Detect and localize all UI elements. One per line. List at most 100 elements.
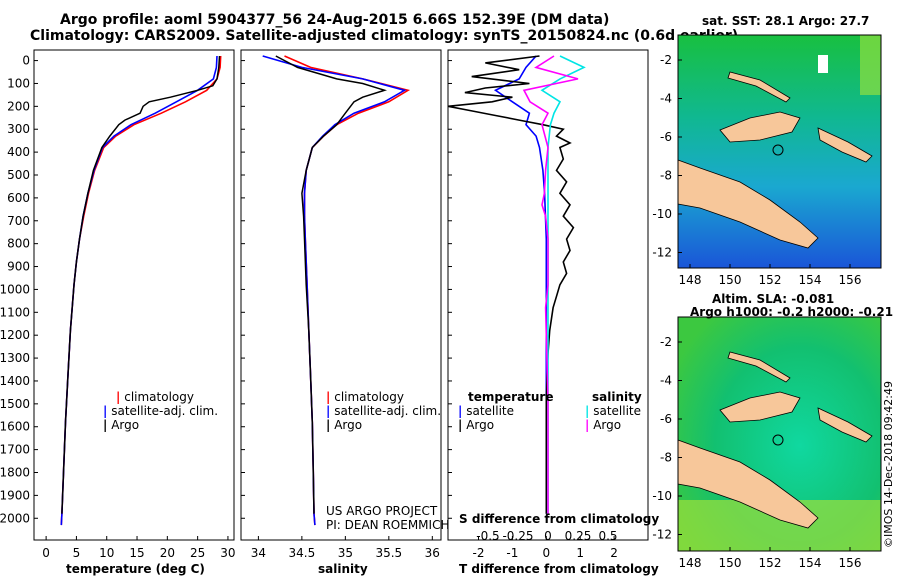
sst-land-bougainville (817, 127, 873, 163)
sal-panel: 34 34.5 35 35.5 36 (240, 49, 442, 560)
imos-credit: ©IMOS 14-Dec-2018 09:42:49 (882, 381, 895, 548)
sla-lat-label: -10 (652, 489, 672, 503)
sst-lon-label: 154 (799, 273, 822, 287)
s-diff-tick-label: -0.5 (476, 529, 499, 543)
depth-tick-label: 1300 (0, 351, 30, 365)
depth-tick-label: 600 (7, 191, 30, 205)
sla-lat-label: -2 (660, 335, 672, 349)
s-diff-tick-label: 0 (544, 529, 552, 543)
temp-panel: 0100200300400500600700800900100011001200… (0, 49, 236, 560)
depth-tick-label: 1200 (0, 328, 30, 342)
sla-lat-label: -6 (660, 412, 672, 426)
sst-lon-label: 148 (679, 273, 702, 287)
sla-map-title-1: Altim. SLA: -0.081 (712, 292, 835, 306)
sla-lon-label: 150 (719, 556, 742, 570)
diff-legend-t-argo: | Argo (458, 418, 495, 432)
sla-land-png (677, 439, 819, 529)
sla-lon-label: 154 (799, 556, 822, 570)
temp-legend-argo: | Argo (103, 418, 140, 432)
depth-tick-label: 1400 (0, 374, 30, 388)
sst-map-title: sat. SST: 28.1 Argo: 27.7 (702, 14, 870, 28)
diff-legend-temp-title: temperature (468, 390, 554, 404)
depth-tick-label: 300 (7, 122, 30, 136)
salinity-axis-title: salinity (318, 562, 368, 576)
s-diff-tick-label: -0.25 (502, 529, 533, 543)
depth-tick-label: 200 (7, 99, 30, 113)
sst-lat-label: -8 (660, 169, 672, 183)
depth-tick-label: 1000 (0, 282, 30, 296)
depth-tick-label: 1700 (0, 443, 30, 457)
diff-legend-sal-title: salinity (592, 390, 642, 404)
s-diff-tick-label: 0.25 (565, 529, 592, 543)
diff-legend-s-satellite: | satellite (585, 404, 642, 418)
depth-tick-label: 1900 (0, 488, 30, 502)
sal-xtick-label: 35 (338, 546, 353, 560)
temp-legend-satellite: | satellite-adj. clim. (103, 404, 219, 418)
sal-series-argo (275, 55, 388, 514)
sla-lat-label: -12 (652, 528, 672, 542)
temp-xtick-label: 15 (129, 546, 144, 560)
temp-xtick-label: 0 (42, 546, 50, 560)
sst-lon-label: 152 (759, 273, 782, 287)
temp-xtick-label: 10 (99, 546, 114, 560)
depth-tick-label: 800 (7, 237, 30, 251)
diff-xtick-label: 2 (610, 546, 618, 560)
project-credit: US ARGO PROJECT (326, 504, 438, 518)
sst-cloud-gap (818, 55, 828, 73)
sst-map: 148 150 152 154 156 -2 -4 -6 -8 -10 -12 (652, 34, 882, 287)
temp-frame (33, 49, 235, 541)
sst-lon-label: 156 (839, 273, 862, 287)
sst-lat-label: -6 (660, 130, 672, 144)
sst-land-newbritain (719, 111, 801, 143)
depth-tick-label: 2000 (0, 511, 30, 525)
header-line2: Climatology: CARS2009. Satellite-adjuste… (30, 28, 739, 44)
sla-map: 148 150 152 154 156 -2 -4 -6 -8 -10 -12 (652, 316, 882, 570)
depth-tick-label: 0 (22, 54, 30, 68)
diff-legend-s-argo: | Argo (585, 418, 622, 432)
sst-lat-label: -2 (660, 53, 672, 67)
sal-legend-satellite: | satellite-adj. clim. (326, 404, 442, 418)
sla-map-frame (677, 316, 882, 552)
depth-tick-label: 1600 (0, 420, 30, 434)
depth-tick-label: 400 (7, 145, 30, 159)
sla-lat-label: -8 (660, 451, 672, 465)
diff-series-s-argo (522, 55, 579, 514)
diff-xtick-label: -1 (506, 546, 518, 560)
sal-series-group (262, 55, 411, 526)
sst-lat-label: -4 (660, 92, 672, 106)
diff-legend-t-satellite: | satellite (458, 404, 515, 418)
diff-xtick-label: -2 (473, 546, 485, 560)
temp-xtick-label: 5 (73, 546, 81, 560)
depth-tick-label: 1100 (0, 305, 30, 319)
temp-xtick-label: 30 (220, 546, 235, 560)
temp-series-argo (61, 55, 221, 514)
diff-series-group (448, 55, 586, 514)
diff-xtick-label: 1 (576, 546, 584, 560)
sla-lon-label: 148 (679, 556, 702, 570)
sal-xtick-label: 35.5 (375, 546, 402, 560)
sla-land-newireland (727, 351, 791, 383)
sla-lon-label: 156 (839, 556, 862, 570)
sal-legend-argo: | Argo (326, 418, 363, 432)
sst-lon-label: 150 (719, 273, 742, 287)
sst-lat-label: -12 (652, 246, 672, 260)
temp-series-group (60, 55, 222, 526)
diff-panel: -2 -1 0 1 2 -0.5 -0.25 0 0.25 0.5 (447, 49, 649, 560)
s-diff-axis-title: S difference from climatology (459, 512, 660, 526)
sal-legend-climatology: | climatology (326, 390, 404, 404)
s-diff-tick-label: 0.5 (598, 529, 617, 543)
sal-xtick-label: 36 (425, 546, 440, 560)
sal-xtick-label: 34.5 (289, 546, 316, 560)
depth-tick-label: 700 (7, 214, 30, 228)
sst-land-png (677, 159, 819, 249)
sal-xtick-label: 34 (251, 546, 266, 560)
depth-tick-label: 1500 (0, 397, 30, 411)
sal-frame (240, 49, 442, 541)
temp-xtick-label: 20 (160, 546, 175, 560)
sla-lat-label: -4 (660, 374, 672, 388)
sla-map-title-2: Argo h1000: -0.2 h2000: -0.21 (690, 305, 894, 319)
temperature-axis-title: temperature (deg C) (66, 562, 205, 576)
sst-lat-label: -10 (652, 207, 672, 221)
pi-credit: PI: DEAN ROEMMICH (326, 518, 450, 532)
